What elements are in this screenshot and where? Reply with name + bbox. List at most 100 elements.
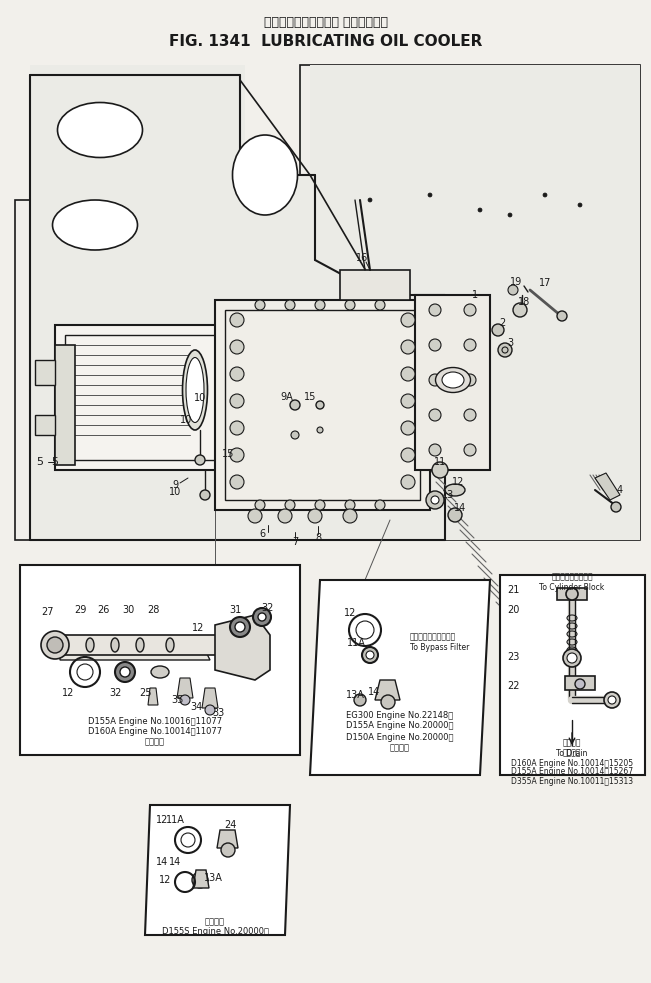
Polygon shape	[65, 335, 225, 460]
Circle shape	[375, 500, 385, 510]
Circle shape	[428, 193, 432, 197]
Circle shape	[502, 347, 508, 353]
Text: FIG. 1341  LUBRICATING OIL COOLER: FIG. 1341 LUBRICATING OIL COOLER	[169, 34, 482, 49]
Text: D155A Engine No.20000～: D155A Engine No.20000～	[346, 722, 454, 730]
Circle shape	[285, 500, 295, 510]
Circle shape	[230, 367, 244, 381]
Circle shape	[285, 300, 295, 310]
Circle shape	[221, 843, 235, 857]
Text: 12: 12	[62, 688, 74, 698]
Circle shape	[604, 692, 620, 708]
Polygon shape	[30, 65, 640, 540]
Text: 12: 12	[159, 875, 171, 885]
Text: 20: 20	[507, 605, 519, 615]
Ellipse shape	[445, 484, 465, 496]
Text: ルーブリケーティング オイルクーラ: ルーブリケーティング オイルクーラ	[264, 16, 387, 29]
Bar	[557, 588, 587, 600]
Text: 適用号機: 適用号機	[562, 748, 581, 758]
Circle shape	[464, 374, 476, 386]
Circle shape	[401, 313, 415, 327]
Circle shape	[230, 448, 244, 462]
Text: 18: 18	[518, 297, 530, 307]
Text: 29: 29	[74, 605, 86, 615]
Text: 6: 6	[259, 529, 265, 539]
Text: EG300 Engine No.22148～: EG300 Engine No.22148～	[346, 711, 454, 720]
Circle shape	[543, 193, 547, 197]
Text: バイパスフィルターへ
To Bypass Filter: バイパスフィルターへ To Bypass Filter	[410, 632, 469, 652]
Circle shape	[180, 695, 190, 705]
Polygon shape	[145, 805, 290, 935]
Text: 32: 32	[109, 688, 121, 698]
Circle shape	[508, 213, 512, 217]
Circle shape	[255, 300, 265, 310]
Text: 適用号機: 適用号機	[145, 737, 165, 746]
Circle shape	[432, 462, 448, 478]
Bar	[565, 676, 595, 690]
Circle shape	[230, 617, 250, 637]
Text: 17: 17	[539, 278, 551, 288]
Text: 12: 12	[452, 477, 464, 487]
Polygon shape	[60, 640, 210, 660]
Text: 26: 26	[97, 605, 109, 615]
Text: 35: 35	[172, 695, 184, 705]
Circle shape	[429, 374, 441, 386]
Circle shape	[381, 695, 395, 709]
Ellipse shape	[86, 638, 94, 652]
Circle shape	[429, 409, 441, 421]
Polygon shape	[193, 870, 209, 888]
Text: 適用号機: 適用号機	[390, 743, 410, 753]
Text: 30: 30	[122, 605, 134, 615]
Circle shape	[315, 500, 325, 510]
Circle shape	[464, 409, 476, 421]
Circle shape	[492, 324, 504, 336]
Circle shape	[120, 667, 130, 677]
Text: 12: 12	[192, 623, 204, 633]
Polygon shape	[35, 360, 55, 385]
Text: 14: 14	[156, 857, 168, 867]
Text: 14: 14	[454, 503, 466, 513]
Circle shape	[230, 313, 244, 327]
Circle shape	[230, 340, 244, 354]
Text: 11A: 11A	[165, 815, 184, 825]
Circle shape	[362, 647, 378, 663]
Circle shape	[563, 649, 581, 667]
Text: D355A Engine No.10011～15313: D355A Engine No.10011～15313	[511, 777, 633, 785]
Circle shape	[401, 421, 415, 435]
Text: D155A Engine No.10016～11077: D155A Engine No.10016～11077	[88, 717, 222, 725]
Circle shape	[258, 613, 266, 621]
Ellipse shape	[442, 372, 464, 388]
Text: 12: 12	[344, 608, 356, 618]
Text: 10: 10	[194, 393, 206, 403]
Circle shape	[566, 588, 578, 600]
Text: D155A Engine No.10014～15267: D155A Engine No.10014～15267	[511, 768, 633, 777]
Text: 31: 31	[229, 605, 241, 615]
Circle shape	[401, 448, 415, 462]
Circle shape	[608, 696, 616, 704]
Text: 32: 32	[262, 603, 274, 613]
Text: 4: 4	[617, 485, 623, 495]
Text: 適用号機: 適用号機	[205, 917, 225, 927]
Text: 13: 13	[442, 490, 454, 500]
Circle shape	[567, 653, 577, 663]
Circle shape	[429, 339, 441, 351]
Polygon shape	[415, 295, 490, 470]
Text: 2: 2	[499, 318, 505, 328]
Polygon shape	[15, 200, 100, 540]
Text: 7: 7	[292, 537, 298, 547]
Ellipse shape	[232, 135, 298, 215]
Circle shape	[230, 475, 244, 489]
Circle shape	[248, 509, 262, 523]
Text: 21: 21	[507, 585, 519, 595]
Text: D155S Engine No.20000～: D155S Engine No.20000～	[161, 928, 268, 937]
Circle shape	[345, 300, 355, 310]
Text: 15: 15	[222, 449, 234, 459]
Circle shape	[611, 502, 621, 512]
Text: 15: 15	[304, 392, 316, 402]
Polygon shape	[310, 580, 490, 775]
Circle shape	[426, 491, 444, 509]
Circle shape	[368, 198, 372, 202]
Circle shape	[508, 285, 518, 295]
Circle shape	[354, 694, 366, 706]
Text: 22: 22	[506, 681, 519, 691]
Circle shape	[315, 300, 325, 310]
